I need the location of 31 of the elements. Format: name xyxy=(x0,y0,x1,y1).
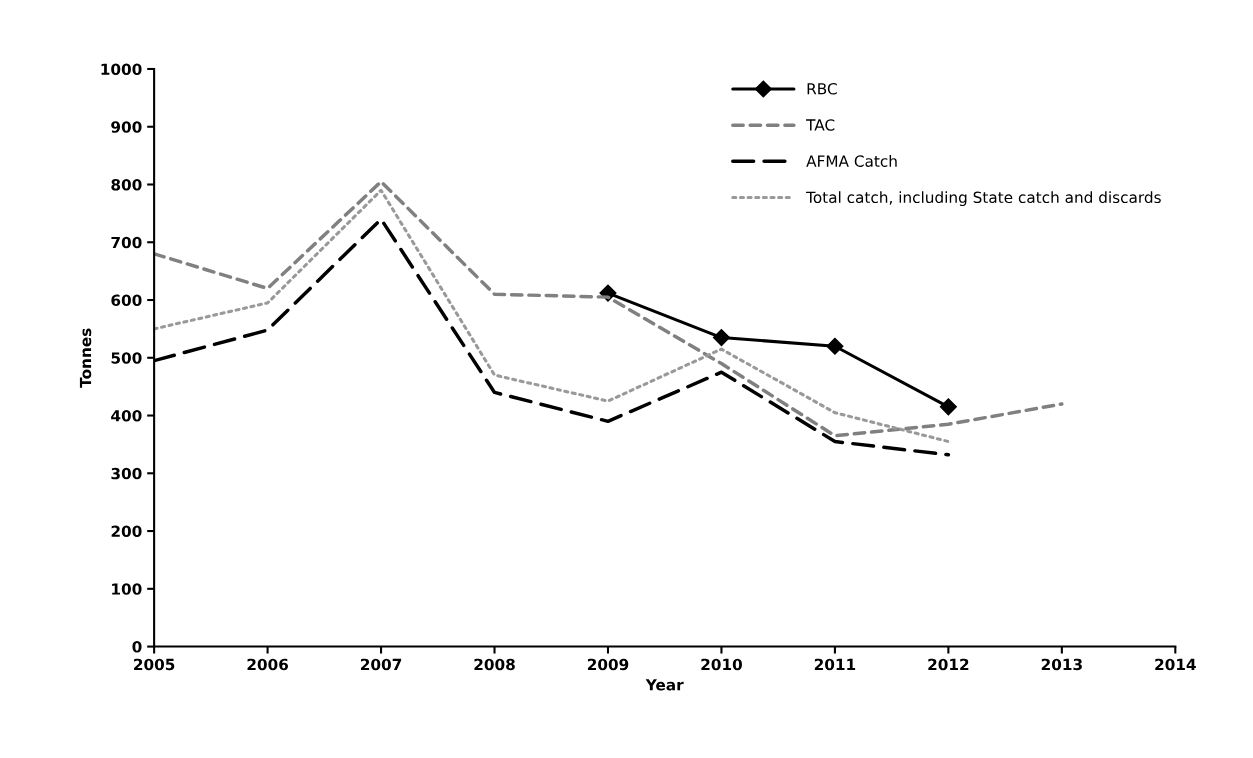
y-tick-label: 100 xyxy=(112,583,142,595)
legend-label: AFMA Catch xyxy=(806,155,897,167)
x-tick-label: 2005 xyxy=(134,658,175,671)
x-tick-label: 2009 xyxy=(587,658,629,671)
y-axis-title: Tonnes xyxy=(79,328,92,388)
legend-label: Total catch, including State catch and discards xyxy=(806,191,1161,207)
x-tick-label: 2007 xyxy=(361,658,402,671)
x-axis-title: Year xyxy=(645,679,684,691)
point xyxy=(712,329,731,347)
x-tick-label: 2013 xyxy=(1041,658,1082,671)
x-tick-label: 2008 xyxy=(474,658,515,671)
y-tick-label: 1000 xyxy=(101,63,142,75)
x-tick-label: 2006 xyxy=(247,658,289,671)
y-tick-label: 300 xyxy=(111,467,142,480)
x-tick-label: 2014 xyxy=(1155,658,1196,671)
y-tick-label: 900 xyxy=(111,121,142,133)
point xyxy=(939,398,957,416)
x-tick-label: 2012 xyxy=(928,658,969,671)
legend-label: TAC xyxy=(806,119,835,131)
y-tick-label: 200 xyxy=(111,525,142,538)
y-tick-label: 0 xyxy=(132,641,142,653)
x-tick-label: 2011 xyxy=(814,658,856,671)
y-tick-label: 400 xyxy=(111,410,142,422)
legend-label: RBC xyxy=(807,83,837,95)
line-series xyxy=(154,179,1064,438)
x-tick-label: 2010 xyxy=(701,658,742,671)
y-tick-label: 700 xyxy=(111,236,142,249)
y-tick-label: 800 xyxy=(111,178,142,191)
point xyxy=(826,337,844,355)
y-tick-label: 600 xyxy=(111,294,142,307)
y-tick-label: 500 xyxy=(111,352,142,364)
